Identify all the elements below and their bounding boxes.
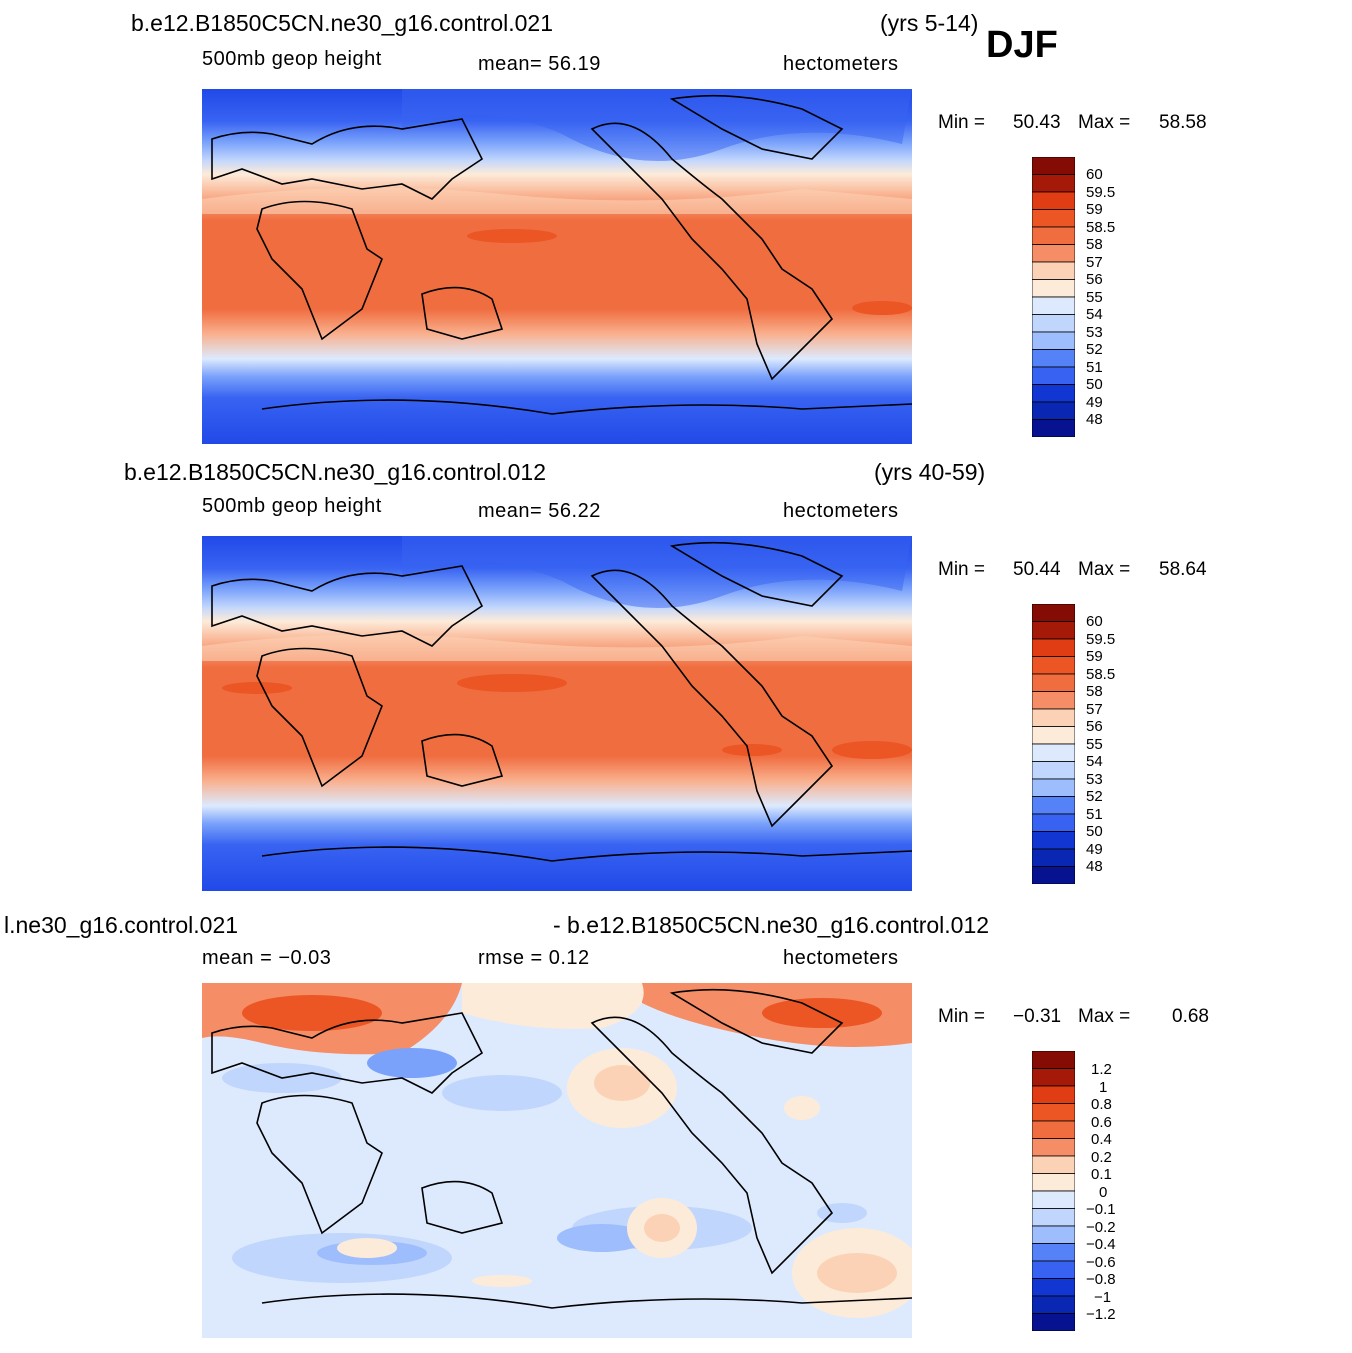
panel3-map xyxy=(202,983,912,1338)
panel3-colorbar-label: 1.2 xyxy=(1091,1061,1112,1078)
panel2-max-value: 58.64 xyxy=(1159,559,1207,580)
panel2-min-value: 50.44 xyxy=(1013,559,1061,580)
panel2-variable-label: 500mb geop height xyxy=(202,495,382,517)
panel3-case-title-left: l.ne30_g16.control.021 xyxy=(4,912,239,938)
panel3-colorbar-label: −1 xyxy=(1094,1289,1112,1306)
panel2-colorbar-label: 54 xyxy=(1086,753,1103,770)
panel1-colorbar-label: 50 xyxy=(1086,376,1103,393)
panel2-years: (yrs 40-59) xyxy=(874,459,986,485)
panel2-map xyxy=(202,536,912,891)
panel1-min-value: 50.43 xyxy=(1013,112,1061,133)
panel3-colorbar-label: 0.1 xyxy=(1091,1166,1112,1183)
panel3-colorbar-label: 1 xyxy=(1099,1079,1108,1096)
panel3-max-value: 0.68 xyxy=(1172,1006,1209,1027)
panel3-colorbar xyxy=(1032,1051,1075,1331)
panel2-colorbar-label: 48 xyxy=(1086,858,1103,875)
panel1-colorbar-label: 59 xyxy=(1086,201,1103,218)
panel1-variable-label: 500mb geop height xyxy=(202,48,382,70)
panel1-colorbar-label: 59.5 xyxy=(1086,184,1116,201)
panel2-colorbar-label: 57 xyxy=(1086,701,1103,718)
panel3-mean-label: mean = −0.03 xyxy=(202,947,332,969)
panel1-colorbar-label: 58 xyxy=(1086,236,1103,253)
panel1-colorbar xyxy=(1032,157,1075,437)
panel1-mean-label: mean= 56.19 xyxy=(478,53,601,75)
panel1-colorbar-label: 53 xyxy=(1086,324,1103,341)
panel2-colorbar-label: 58 xyxy=(1086,683,1103,700)
panel3-min-label: Min = xyxy=(938,1006,985,1027)
panel3-colorbar-label: −0.1 xyxy=(1086,1201,1116,1218)
panel2-mean-label: mean= 56.22 xyxy=(478,500,601,522)
panel1-colorbar-label: 58.5 xyxy=(1086,219,1116,236)
panel3-max-label: Max = xyxy=(1078,1006,1131,1027)
panel3-colorbar-label: 0.4 xyxy=(1091,1131,1112,1148)
panel3-units-label: hectometers xyxy=(783,947,899,969)
panel1-units-label: hectometers xyxy=(783,53,899,75)
panel1-min-label: Min = xyxy=(938,112,985,133)
panel2-colorbar-label: 49 xyxy=(1086,841,1103,858)
panel1-max-label: Max = xyxy=(1078,112,1131,133)
panel2-colorbar xyxy=(1032,604,1075,884)
panel3-min-value: −0.31 xyxy=(1013,1006,1062,1027)
panel2-units-label: hectometers xyxy=(783,500,899,522)
panel3-colorbar-label: 0 xyxy=(1099,1184,1108,1201)
panel2-colorbar-label: 53 xyxy=(1086,771,1103,788)
panel1-years: (yrs 5-14) xyxy=(880,10,979,36)
panel2-colorbar-label: 56 xyxy=(1086,718,1103,735)
panel2-colorbar-label: 52 xyxy=(1086,788,1103,805)
panel1-colorbar-label: 60 xyxy=(1086,166,1103,183)
panel1-max-value: 58.58 xyxy=(1159,112,1207,133)
panel1-colorbar-label: 52 xyxy=(1086,341,1103,358)
panel1-map xyxy=(202,89,912,444)
panel2-colorbar-label: 60 xyxy=(1086,613,1103,630)
panel2-colorbar-label: 55 xyxy=(1086,736,1103,753)
panel3-case-title-right: - b.e12.B1850C5CN.ne30_g16.control.012 xyxy=(553,912,990,938)
panel1-colorbar-label: 56 xyxy=(1086,271,1103,288)
panel2-case-title: b.e12.B1850C5CN.ne30_g16.control.012 xyxy=(124,459,546,485)
season-label: DJF xyxy=(986,24,1058,66)
panel1-colorbar-label: 57 xyxy=(1086,254,1103,271)
panel2-colorbar-label: 50 xyxy=(1086,823,1103,840)
panel3-colorbar-label: −0.4 xyxy=(1086,1236,1116,1253)
panel3-colorbar-label: 0.6 xyxy=(1091,1114,1112,1131)
panel2-colorbar-label: 58.5 xyxy=(1086,666,1116,683)
panel2-min-label: Min = xyxy=(938,559,985,580)
panel3-colorbar-label: 0.8 xyxy=(1091,1096,1112,1113)
panel3-colorbar-label: −0.8 xyxy=(1086,1271,1116,1288)
panel1-colorbar-label: 55 xyxy=(1086,289,1103,306)
panel2-colorbar-label: 59 xyxy=(1086,648,1103,665)
panel3-rmse-label: rmse = 0.12 xyxy=(478,947,590,969)
panel1-colorbar-label: 51 xyxy=(1086,359,1103,376)
panel1-case-title: b.e12.B1850C5CN.ne30_g16.control.021 xyxy=(131,10,553,36)
panel3-colorbar-label: −0.2 xyxy=(1086,1219,1116,1236)
panel3-colorbar-label: −0.6 xyxy=(1086,1254,1116,1271)
panel2-max-label: Max = xyxy=(1078,559,1131,580)
panel3-colorbar-label: 0.2 xyxy=(1091,1149,1112,1166)
panel3-colorbar-label: −1.2 xyxy=(1086,1306,1116,1323)
panel2-colorbar-label: 51 xyxy=(1086,806,1103,823)
panel1-colorbar-label: 54 xyxy=(1086,306,1103,323)
panel1-colorbar-label: 49 xyxy=(1086,394,1103,411)
panel1-colorbar-label: 48 xyxy=(1086,411,1103,428)
panel2-colorbar-label: 59.5 xyxy=(1086,631,1116,648)
